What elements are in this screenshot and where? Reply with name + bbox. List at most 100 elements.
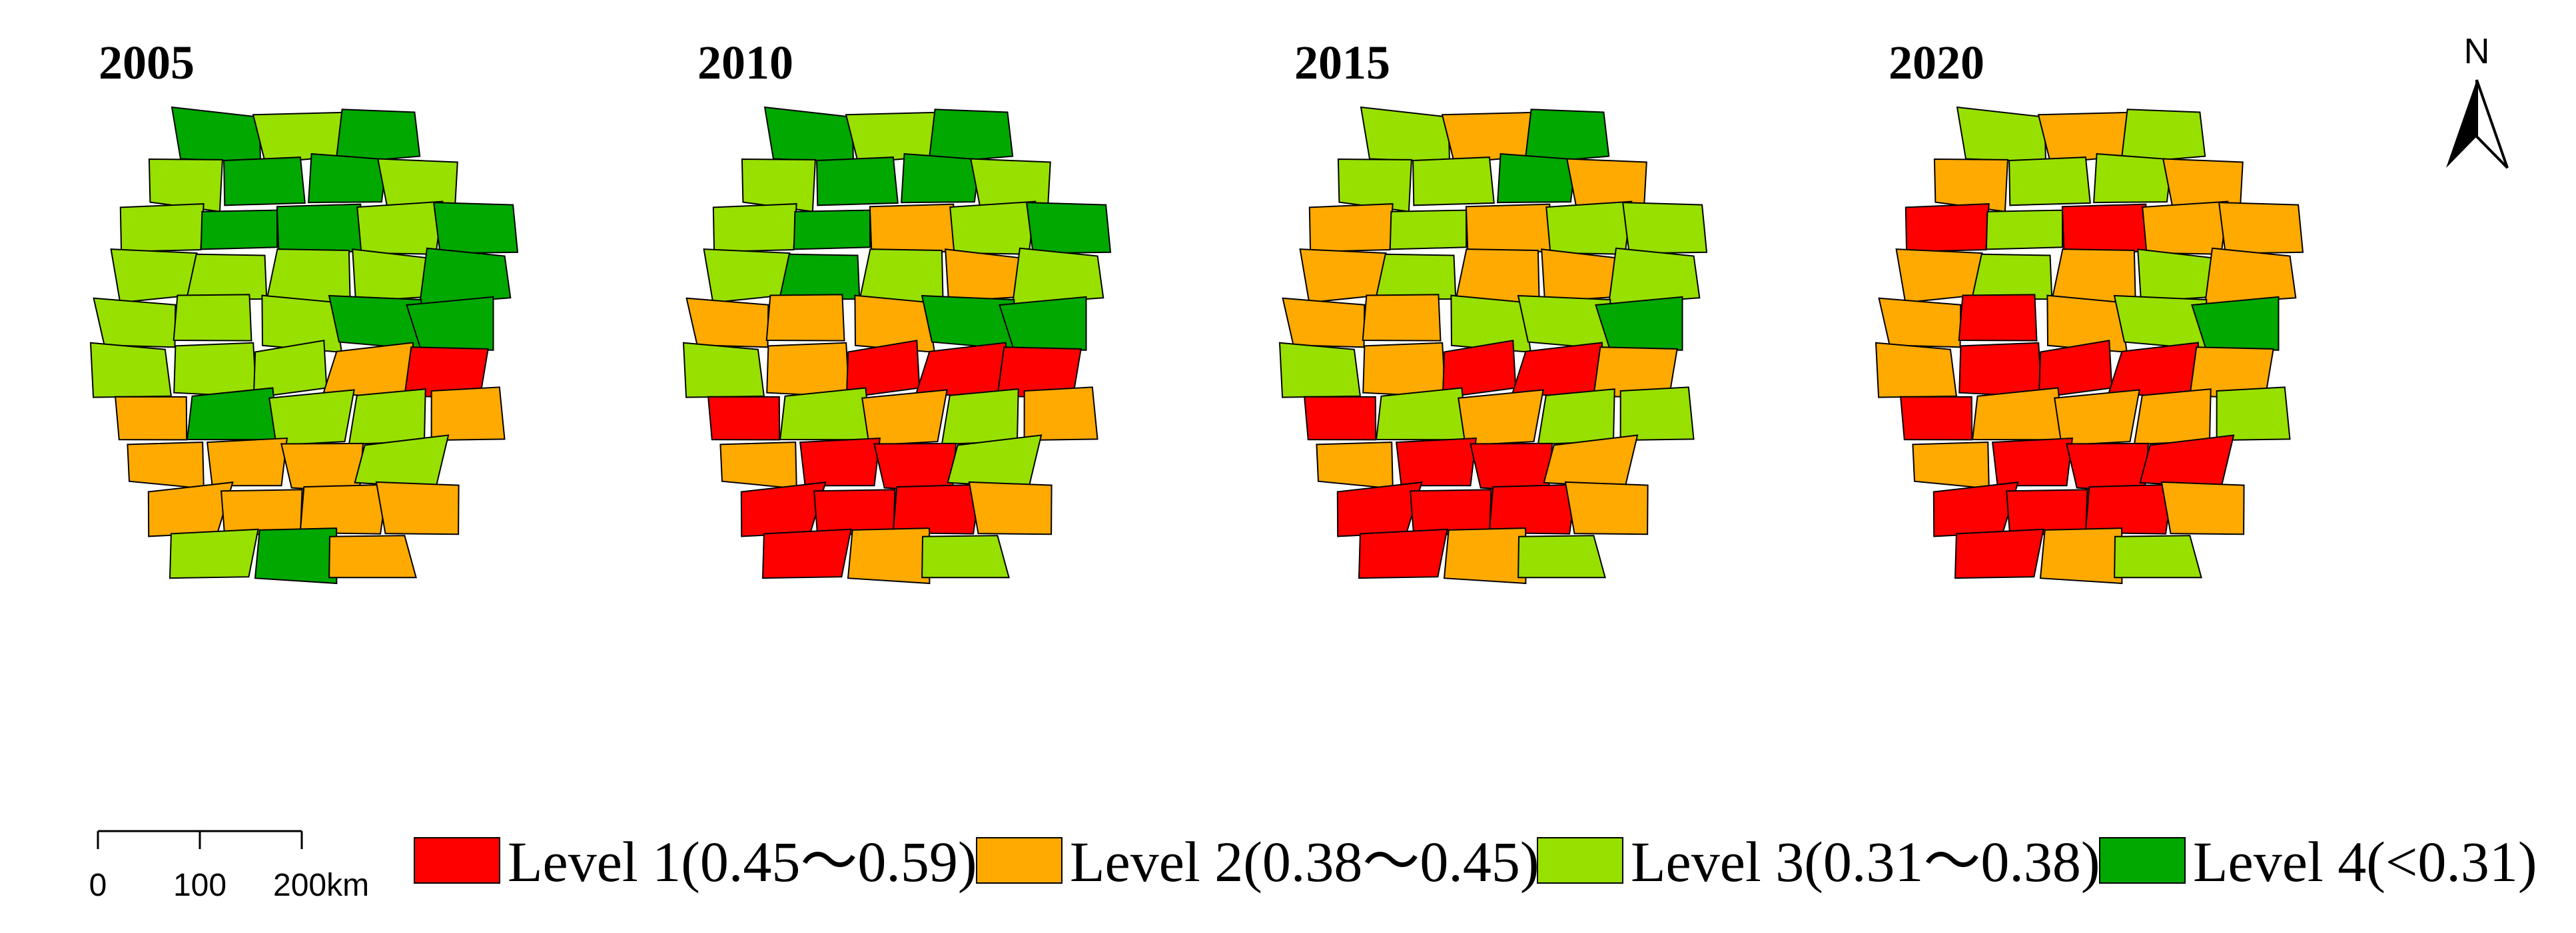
county-region bbox=[2218, 202, 2304, 254]
scale-label-200km: 200km bbox=[273, 868, 369, 903]
county-region bbox=[941, 388, 1019, 446]
year-label-2015: 2015 bbox=[1294, 36, 1390, 89]
county-region bbox=[406, 296, 494, 351]
county-region bbox=[1023, 386, 1098, 442]
county-region bbox=[1497, 153, 1577, 204]
county-region bbox=[308, 153, 388, 204]
county-region bbox=[223, 156, 306, 206]
county-region bbox=[1607, 247, 1701, 306]
legend-swatch-level-2 bbox=[976, 837, 1063, 884]
county-region bbox=[1360, 106, 1451, 162]
county-region bbox=[915, 342, 1008, 399]
county-region bbox=[2084, 483, 2174, 535]
county-region bbox=[1389, 209, 1468, 250]
county-region bbox=[1523, 109, 1610, 164]
county-region bbox=[1304, 396, 1377, 441]
county-region bbox=[685, 297, 769, 348]
county-region bbox=[1564, 481, 1649, 535]
county-region bbox=[348, 388, 426, 446]
county-region bbox=[1316, 441, 1394, 489]
legend-label-level-2: Level 2(0.38～0.45) bbox=[1070, 830, 1539, 894]
county-region bbox=[1308, 203, 1394, 253]
county-region bbox=[147, 481, 234, 537]
north-label: N bbox=[2464, 31, 2490, 71]
scale-label-0: 0 bbox=[89, 868, 107, 903]
county-region bbox=[328, 535, 417, 579]
county-region bbox=[1895, 248, 1983, 304]
county-region bbox=[1458, 389, 1544, 446]
county-region bbox=[173, 342, 257, 398]
county-region bbox=[1545, 200, 1633, 255]
county-region bbox=[1336, 481, 1423, 537]
map-2005 bbox=[89, 106, 519, 585]
county-region bbox=[763, 106, 855, 162]
county-region bbox=[1278, 342, 1362, 398]
county-region bbox=[2113, 294, 2208, 350]
county-region bbox=[799, 437, 881, 487]
county-region bbox=[1991, 437, 2074, 487]
county-region bbox=[200, 209, 278, 250]
legend-swatch-level-3 bbox=[1537, 837, 1623, 884]
county-region bbox=[1412, 156, 1495, 206]
county-region bbox=[778, 253, 861, 300]
county-region bbox=[1958, 294, 2038, 342]
county-region bbox=[2216, 386, 2291, 442]
legend-swatch-level-1 bbox=[414, 837, 500, 884]
county-region bbox=[2137, 248, 2216, 302]
county-region bbox=[119, 203, 205, 253]
county-region bbox=[171, 106, 262, 162]
county-region bbox=[1395, 437, 1478, 487]
county-region bbox=[1511, 342, 1604, 399]
county-region bbox=[1541, 248, 1620, 302]
county-region bbox=[719, 441, 797, 489]
county-region bbox=[299, 483, 388, 535]
county-region bbox=[1958, 342, 2042, 398]
county-region bbox=[89, 342, 173, 398]
county-region bbox=[254, 527, 338, 585]
county-region bbox=[2160, 481, 2245, 535]
county-region bbox=[2107, 342, 2200, 399]
county-region bbox=[173, 294, 252, 342]
county-region bbox=[2061, 203, 2149, 257]
county-region bbox=[1470, 442, 1553, 493]
county-region bbox=[1282, 297, 1366, 348]
scale-bar: 0 100 200km bbox=[89, 830, 369, 903]
county-region bbox=[761, 528, 852, 579]
county-region bbox=[1621, 202, 1708, 254]
county-region bbox=[2191, 296, 2280, 351]
county-region bbox=[2008, 156, 2091, 206]
county-region bbox=[1905, 203, 1990, 253]
county-region bbox=[1362, 342, 1446, 398]
year-label-2010: 2010 bbox=[697, 36, 793, 89]
county-region bbox=[268, 389, 355, 446]
county-region bbox=[1443, 527, 1527, 585]
county-region bbox=[1971, 387, 2064, 441]
county-region bbox=[328, 294, 422, 350]
map-2010 bbox=[682, 106, 1112, 585]
county-region bbox=[1362, 294, 1442, 342]
county-region bbox=[779, 387, 872, 441]
county-region bbox=[185, 253, 268, 300]
county-region bbox=[1875, 342, 1958, 398]
county-region bbox=[968, 481, 1053, 535]
county-region bbox=[1900, 396, 1973, 441]
county-region bbox=[1954, 528, 2044, 579]
county-region bbox=[1595, 296, 1683, 351]
legend-label-level-1: Level 1(0.45～0.59) bbox=[508, 830, 977, 894]
county-region bbox=[1358, 528, 1448, 579]
county-region bbox=[206, 437, 288, 487]
county-region bbox=[892, 483, 981, 535]
county-region bbox=[2120, 109, 2206, 164]
county-region bbox=[148, 158, 223, 212]
county-region bbox=[927, 109, 1014, 164]
county-region bbox=[1011, 247, 1104, 306]
county-region bbox=[1912, 441, 1990, 489]
county-region bbox=[1375, 387, 1468, 441]
county-region bbox=[1465, 203, 1553, 257]
county-region bbox=[2142, 200, 2229, 255]
county-region bbox=[793, 209, 871, 250]
county-region bbox=[280, 442, 364, 493]
county-region bbox=[766, 342, 850, 398]
county-region bbox=[741, 158, 816, 212]
